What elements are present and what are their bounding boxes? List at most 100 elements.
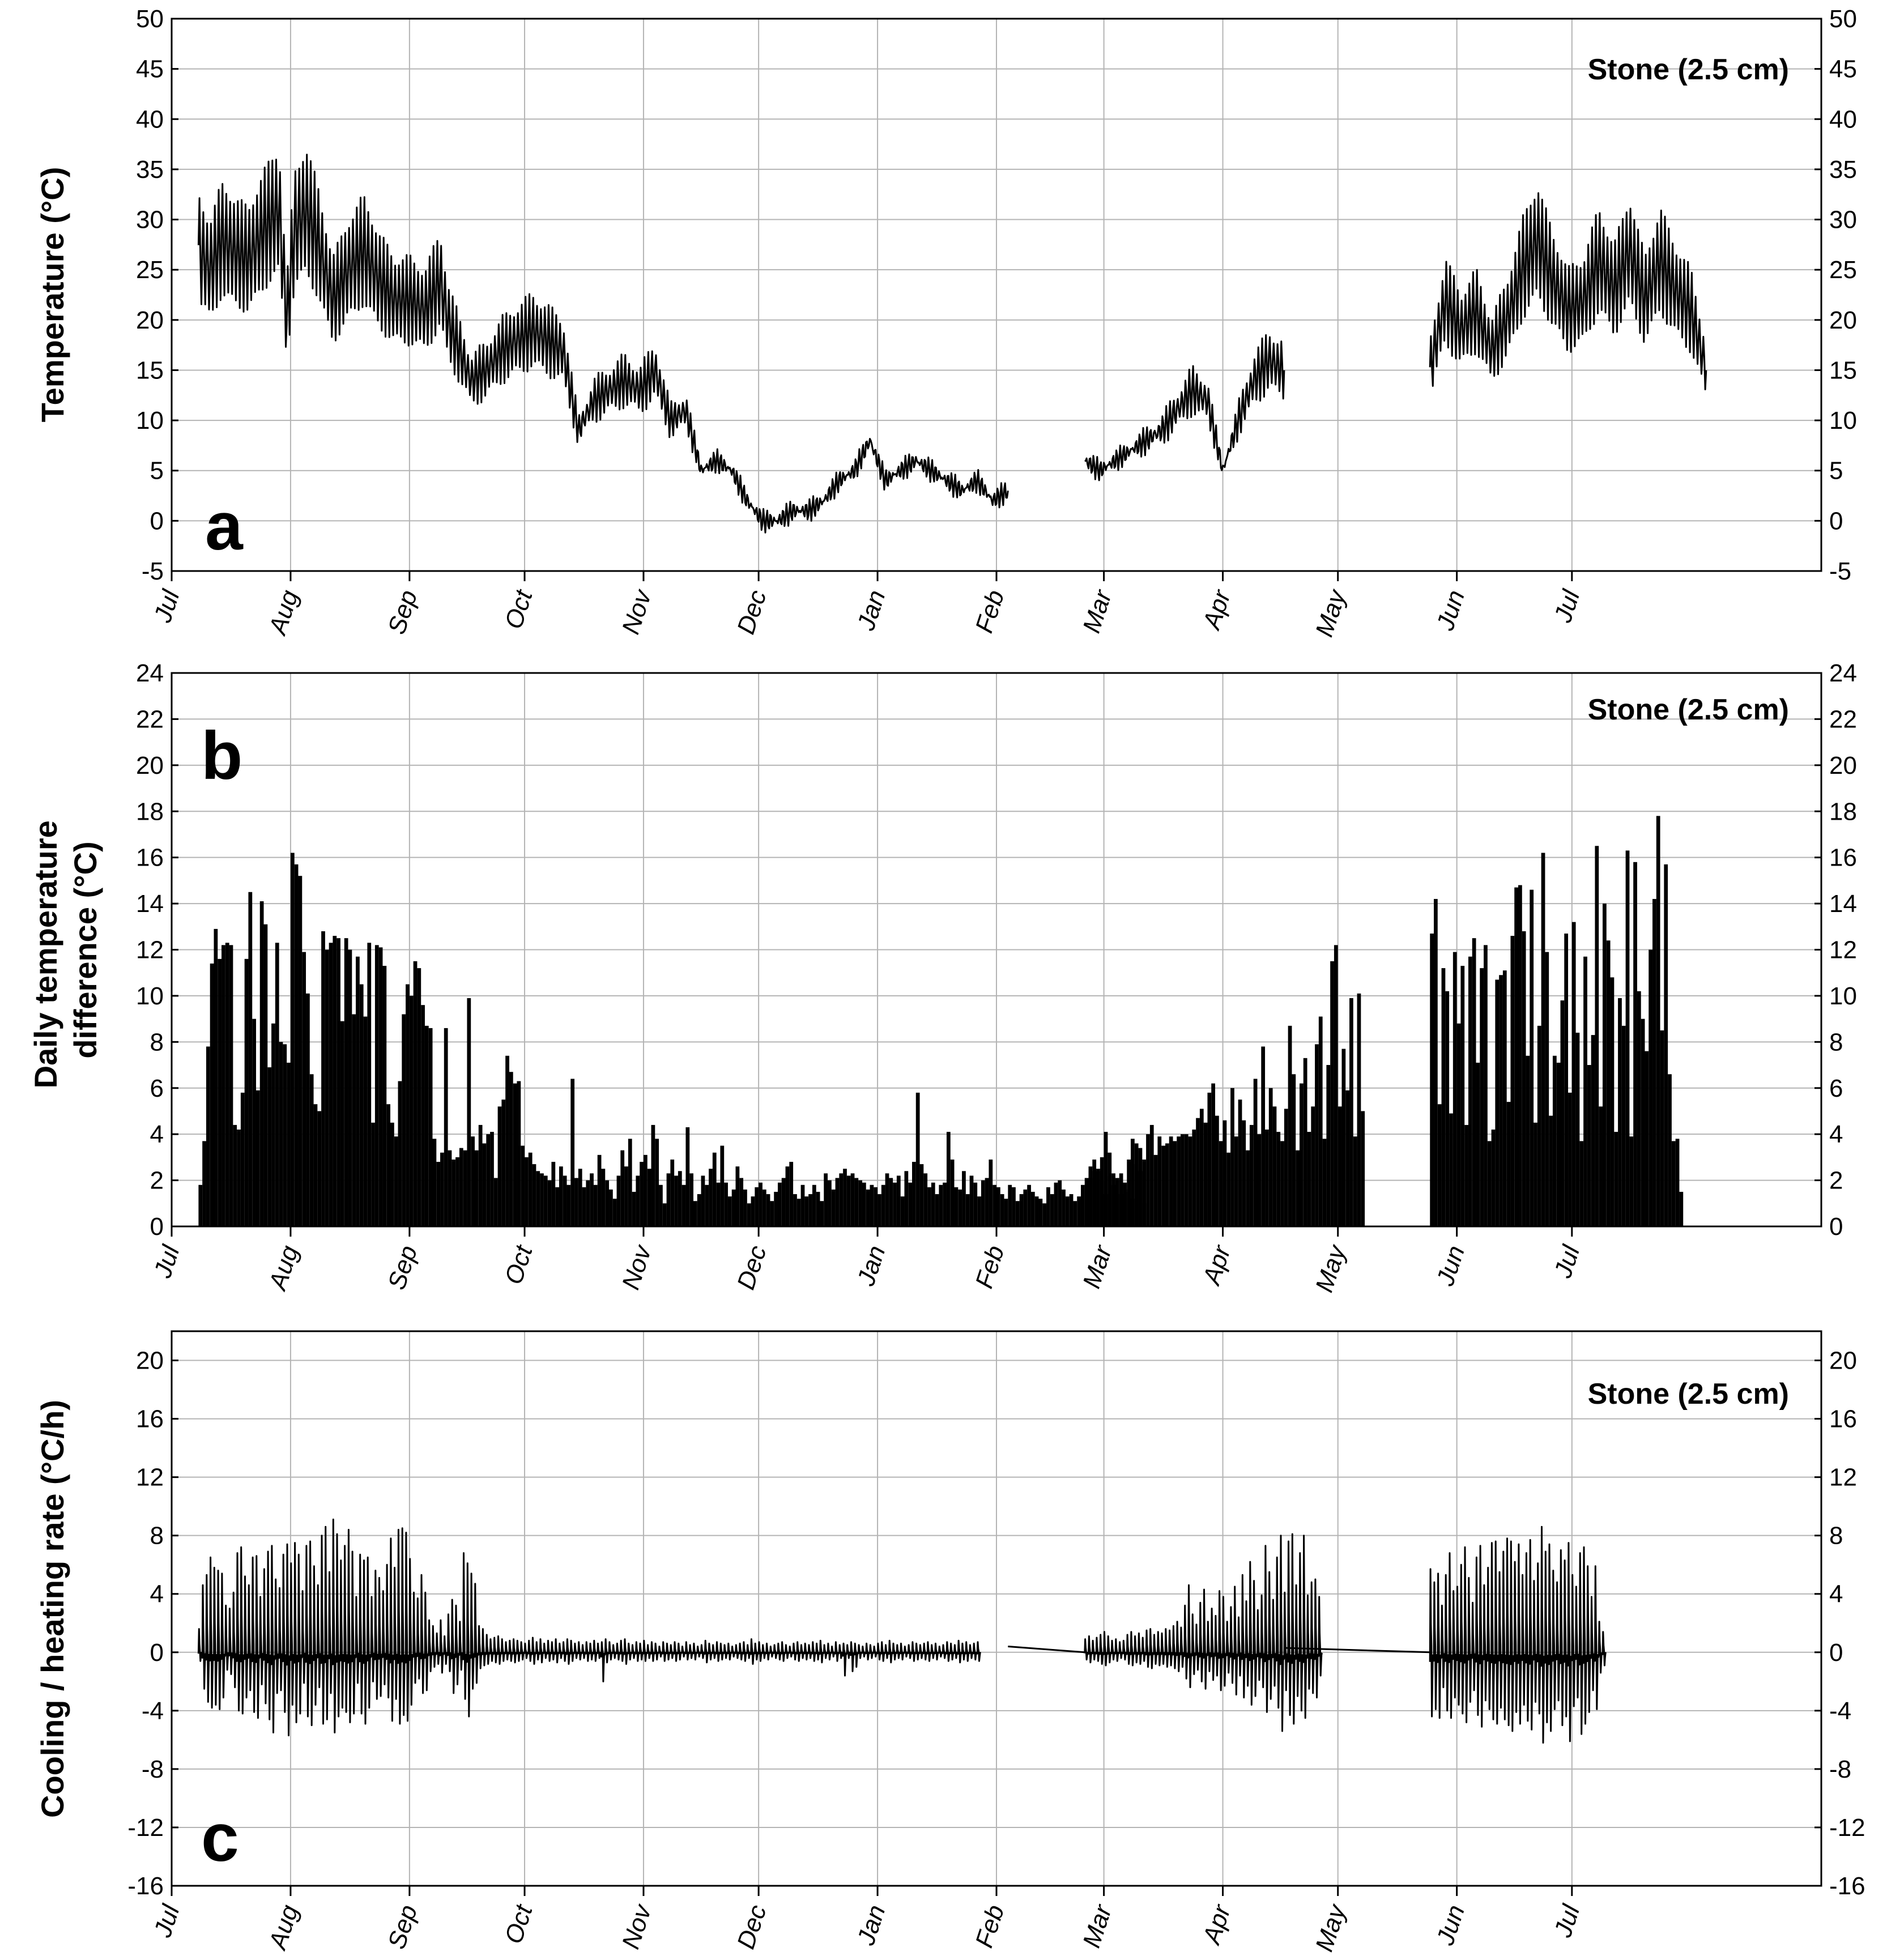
y-tick-label: 0: [150, 507, 164, 535]
daily-difference-bar: [517, 1081, 521, 1226]
daily-difference-bar: [1575, 1033, 1580, 1226]
daily-difference-bar: [927, 1187, 931, 1226]
daily-difference-bar: [1196, 1118, 1200, 1226]
daily-difference-bar: [965, 1194, 970, 1226]
daily-difference-bar: [996, 1187, 1000, 1226]
daily-difference-bar: [1476, 1062, 1480, 1226]
daily-difference-bar: [1100, 1157, 1104, 1226]
daily-difference-bar: [1046, 1187, 1050, 1226]
daily-difference-bar: [386, 1104, 391, 1226]
daily-difference-bar: [1311, 1106, 1315, 1226]
daily-difference-bar: [1595, 846, 1599, 1226]
daily-difference-bar: [985, 1178, 989, 1226]
y-tick-label-right: 10: [1829, 982, 1857, 1010]
daily-difference-bar: [981, 1180, 985, 1226]
daily-difference-bar: [313, 1104, 318, 1226]
daily-difference-bar: [796, 1199, 801, 1226]
daily-difference-bar: [793, 1194, 797, 1226]
daily-difference-bar: [1633, 862, 1637, 1226]
y-tick-label: 14: [136, 890, 164, 918]
daily-difference-bar: [551, 1162, 556, 1226]
daily-difference-bar: [1299, 1083, 1304, 1226]
daily-difference-bar: [1065, 1196, 1070, 1226]
daily-difference-bar: [1280, 1141, 1284, 1226]
y-tick-label-right: 0: [1829, 507, 1843, 535]
daily-difference-bar: [1015, 1201, 1020, 1226]
daily-difference-bar: [670, 1159, 675, 1226]
y-tick-label: 16: [136, 1405, 164, 1433]
daily-difference-bar: [409, 995, 414, 1226]
y-tick-label: 22: [136, 705, 164, 733]
daily-difference-bar: [1679, 1191, 1684, 1226]
daily-difference-bar: [490, 1132, 494, 1226]
daily-difference-bar: [1645, 1051, 1649, 1226]
daily-difference-bar: [689, 1173, 694, 1226]
daily-difference-bar: [363, 1016, 368, 1226]
daily-difference-bar: [989, 1159, 993, 1226]
y-tick-label-right: -5: [1829, 557, 1851, 585]
daily-difference-bar: [1153, 1154, 1158, 1226]
daily-difference-bar: [958, 1189, 962, 1226]
daily-difference-bar: [406, 984, 410, 1226]
daily-difference-bar: [939, 1184, 943, 1226]
y-tick-label-right: 40: [1829, 105, 1857, 133]
daily-difference-bar: [1023, 1189, 1028, 1226]
daily-difference-bar: [237, 1130, 241, 1226]
daily-difference-bar: [222, 945, 225, 1226]
y-tick-label: 35: [136, 156, 164, 184]
rate-trace-segment: [1429, 1526, 1607, 1744]
daily-difference-bar: [1456, 1023, 1461, 1226]
daily-difference-bar: [977, 1196, 981, 1226]
daily-difference-bar: [1030, 1191, 1035, 1226]
daily-difference-bar: [1606, 940, 1611, 1226]
daily-difference-bar: [1610, 977, 1615, 1226]
daily-difference-bar: [893, 1182, 897, 1226]
daily-difference-bar: [413, 961, 418, 1226]
daily-difference-bar: [1641, 1019, 1645, 1226]
daily-difference-bar: [333, 936, 337, 1226]
daily-difference-bar: [919, 1164, 924, 1226]
panel-c-y-ticks: -16 -16 -12 -12 -8 -8 -4 -4 0 0 4 4 8 8 12 12 16 16 20 20: [127, 1347, 1865, 1900]
daily-difference-bar: [1173, 1141, 1177, 1226]
daily-difference-bar: [1487, 1141, 1492, 1226]
daily-difference-bar: [1268, 1088, 1273, 1226]
daily-difference-bar: [1552, 1055, 1557, 1226]
daily-difference-bar: [755, 1187, 759, 1226]
daily-difference-bar: [874, 1187, 878, 1226]
daily-difference-bar: [962, 1171, 966, 1226]
daily-difference-bar: [1207, 1092, 1212, 1226]
daily-difference-bar: [1556, 1062, 1561, 1226]
y-tick-label: 15: [136, 356, 164, 384]
daily-difference-bar: [739, 1178, 744, 1226]
daily-difference-bar: [555, 1187, 559, 1226]
daily-difference-bar: [1599, 1106, 1603, 1226]
daily-difference-bar: [547, 1180, 552, 1226]
daily-difference-bar: [1303, 1058, 1307, 1226]
daily-difference-bar: [1480, 968, 1484, 1226]
daily-difference-bar: [1261, 1046, 1266, 1226]
y-tick-label-right: 4: [1829, 1580, 1843, 1608]
daily-difference-bar: [854, 1178, 859, 1226]
daily-difference-bar: [1564, 934, 1569, 1226]
daily-difference-bar: [1502, 970, 1507, 1226]
daily-difference-bar: [1146, 1134, 1150, 1226]
daily-difference-bar: [612, 1199, 617, 1226]
daily-difference-bar: [1127, 1159, 1131, 1226]
daily-difference-bar: [1134, 1164, 1139, 1226]
daily-difference-bar: [674, 1175, 678, 1226]
daily-difference-bar: [521, 1145, 525, 1226]
daily-difference-bar: [570, 1079, 575, 1226]
daily-difference-bar: [340, 1021, 344, 1226]
panel-a-temperature-chart: -5 -5 0 0 5 5 10 10 15 15 20 20 25 25 30 30 35 35 40 40 45 45…: [35, 5, 1857, 640]
daily-difference-bar: [812, 1184, 816, 1226]
daily-difference-bar: [513, 1083, 517, 1226]
daily-difference-bar: [835, 1178, 840, 1226]
daily-difference-bar: [620, 1150, 625, 1226]
y-tick-label: -5: [142, 557, 164, 585]
temperature-trace-segment: [197, 154, 1009, 534]
daily-difference-bar: [1349, 998, 1353, 1226]
daily-difference-bar: [436, 1162, 441, 1226]
daily-difference-bar: [1069, 1194, 1074, 1226]
daily-difference-bar: [1614, 1132, 1618, 1226]
daily-difference-bar: [1088, 1171, 1093, 1226]
